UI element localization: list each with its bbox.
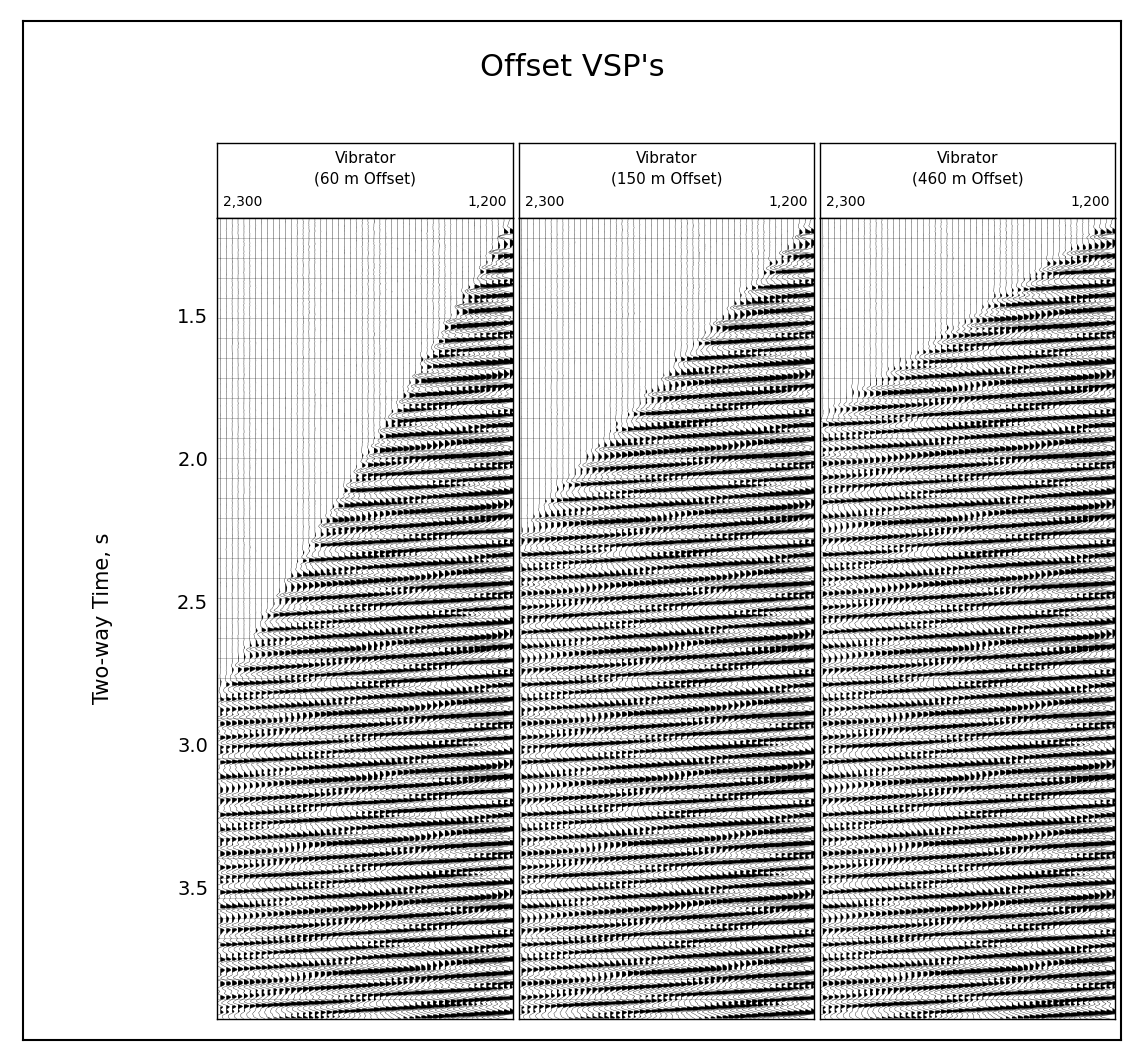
Text: 2,300: 2,300 — [826, 194, 865, 209]
Text: Vibrator: Vibrator — [636, 151, 697, 166]
Text: 2,300: 2,300 — [223, 194, 263, 209]
Text: Offset VSP's: Offset VSP's — [479, 53, 665, 82]
Text: 1,200: 1,200 — [769, 194, 808, 209]
Text: 2,300: 2,300 — [524, 194, 564, 209]
Text: 1,200: 1,200 — [1070, 194, 1110, 209]
Text: (60 m Offset): (60 m Offset) — [315, 172, 416, 187]
Text: 2.0: 2.0 — [177, 451, 208, 470]
Text: (150 m Offset): (150 m Offset) — [611, 172, 722, 187]
Text: 2.5: 2.5 — [177, 594, 208, 613]
Text: Two-way Time, s: Two-way Time, s — [93, 533, 113, 703]
Text: 3.5: 3.5 — [177, 881, 208, 900]
Text: Vibrator: Vibrator — [334, 151, 396, 166]
Text: Vibrator: Vibrator — [937, 151, 999, 166]
Text: 3.0: 3.0 — [177, 737, 208, 756]
Text: 1.5: 1.5 — [177, 308, 208, 327]
Text: (460 m Offset): (460 m Offset) — [912, 172, 1024, 187]
Text: 1,200: 1,200 — [468, 194, 507, 209]
